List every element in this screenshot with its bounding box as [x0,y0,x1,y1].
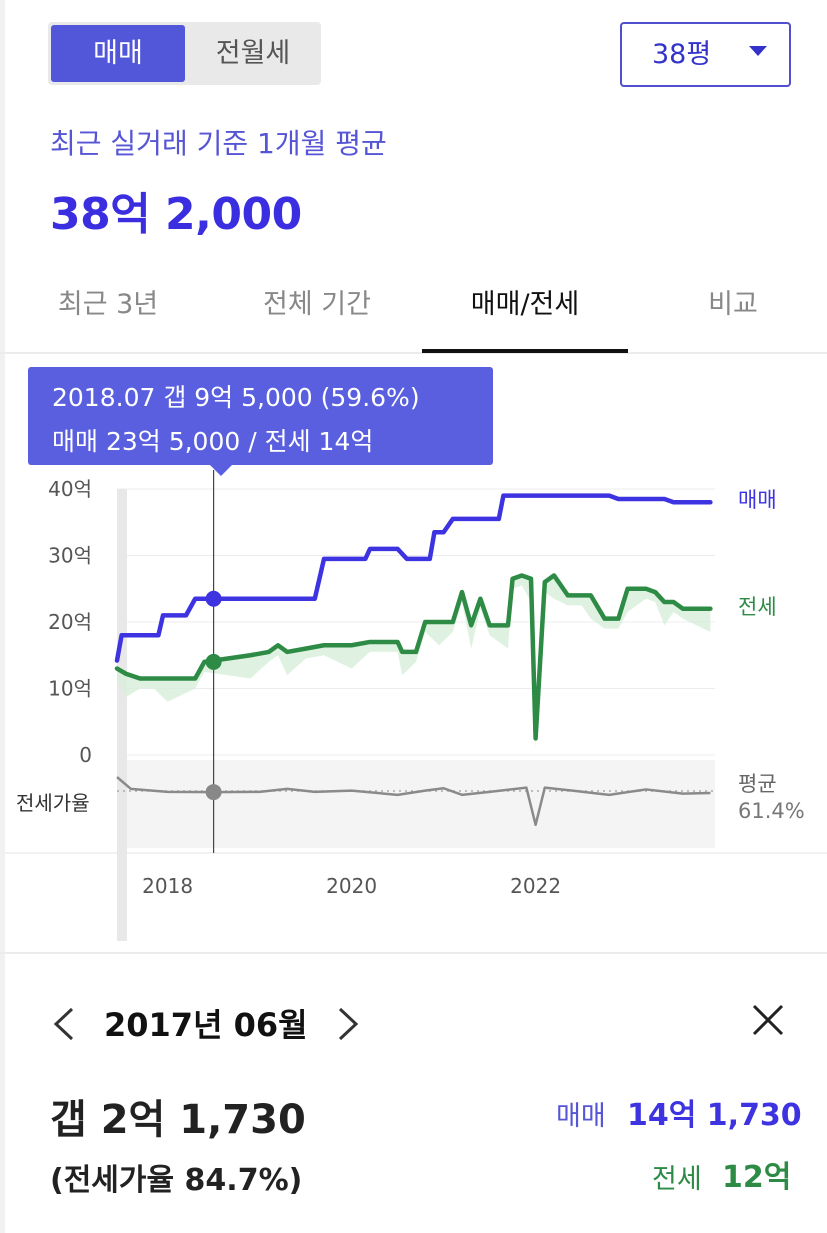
tooltip-gap-line: 2018.07 갭 9억 5,000 (59.6%) [52,383,420,412]
deal-type-sale-button[interactable]: 매매 [51,25,185,82]
detail-jeonse-label: 전세 [652,1164,702,1195]
ratio-band [117,489,715,941]
chevron-right-icon[interactable] [332,1006,362,1042]
panel-left-border [0,0,5,1233]
size-select[interactable]: 38평 [620,22,791,87]
y-tick-label: 40억 [48,477,92,501]
jeonse-range-band [117,575,711,749]
jeonse-marker-dot [205,653,222,670]
chart-left-strip [117,489,127,941]
y-tick-label: 0 [79,743,92,767]
deal-type-toggle: 매매 전월세 [48,22,321,85]
detail-jeonse-ratio: (전세가율 84.7%) [50,1163,303,1198]
chart-series [114,493,715,827]
tab-compare[interactable]: 비교 [708,289,758,320]
sale-marker-dot [205,590,222,607]
average-label: 평균 [738,772,777,796]
price-caption: 최근 실거래 기준 1개월 평균 [50,127,387,160]
chart-marks [205,470,222,853]
sale-series-label: 매매 [738,488,777,512]
size-select-value: 38평 [652,39,712,70]
average-value: 61.4% [738,799,805,823]
active-tab-indicator [422,349,628,353]
x-tick-label: 2020 [326,874,377,898]
detail-gap: 갭 2억 1,730 [50,1097,306,1143]
detail-jeonse-value: 12억 [722,1160,792,1195]
ratio-series-line [116,776,711,827]
detail-panel-divider [0,952,827,954]
tooltip-arrow [210,465,232,476]
jeonse-series-label: 전세 [738,595,777,619]
ratio-band-background [117,760,715,848]
x-tick-label: 2022 [510,874,561,898]
jeonse-series-line [114,573,713,741]
average-price: 38억 2,000 [50,189,302,240]
close-icon[interactable] [748,1000,788,1040]
detail-date: 2017년 06월 [104,1006,308,1044]
tabs-divider [0,352,827,354]
chart-tooltip: 2018.07 갭 9억 5,000 (59.6%) 매매 23억 5,000 … [28,367,493,465]
tab-all-period[interactable]: 전체 기간 [263,289,371,320]
chevron-left-icon[interactable] [50,1006,80,1042]
tab-sale-jeonse[interactable]: 매매/전세 [470,289,580,320]
y-tick-label: 20억 [48,610,92,634]
y-tick-label: 10억 [48,677,92,701]
x-tick-label: 2018 [142,874,193,898]
ratio-axis-label: 전세가율 [16,791,90,815]
y-tick-label: 30억 [48,544,92,568]
caret-down-icon [749,46,767,56]
detail-sale-label: 매매 [556,1101,606,1132]
deal-type-rent-button[interactable]: 전월세 [215,38,291,69]
detail-sale-value: 14억 1,730 [627,1098,802,1133]
sale-series-line [114,493,713,663]
tab-recent-3-years[interactable]: 최근 3년 [57,289,159,320]
ratio-marker-dot [205,784,222,801]
jeonse-range-area [117,575,711,749]
tooltip-price-line: 매매 23억 5,000 / 전세 14억 [52,427,374,456]
